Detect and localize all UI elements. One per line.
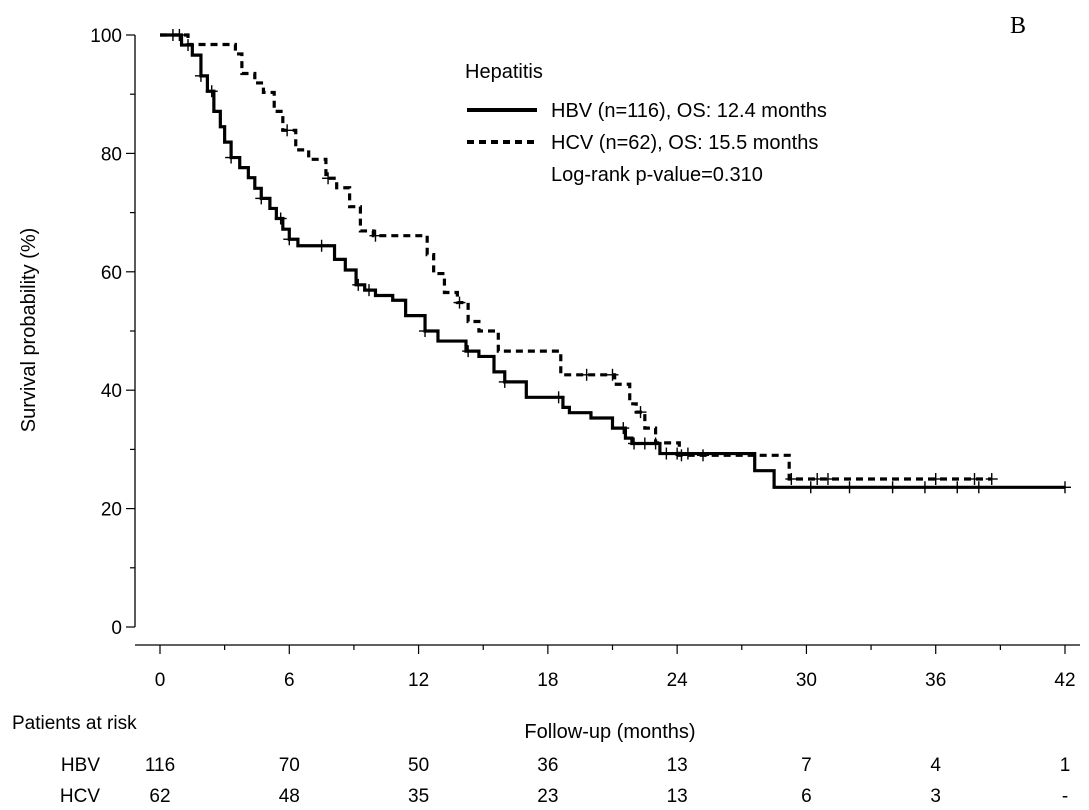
y-tick-label: 20	[101, 500, 122, 521]
risk-value-hcv: 6	[801, 786, 812, 807]
censor-mark-hbv	[1059, 481, 1071, 494]
risk-row-label-hbv: HBV	[61, 755, 100, 776]
censor-mark-hbv	[194, 69, 207, 82]
censor-mark-hbv	[173, 29, 186, 41]
x-tick-label: 42	[1054, 670, 1075, 691]
risk-value-hbv: 116	[145, 755, 175, 776]
risk-values: 116 70 50 36 13 7 4 1 62 48 35 23 13 6 3 -	[145, 755, 1070, 807]
y-tick-label: 40	[101, 381, 122, 402]
risk-value-hbv: 70	[279, 755, 300, 776]
censor-mark-hbv	[352, 278, 365, 291]
y-tick-label: 80	[101, 144, 122, 165]
censor-mark-hbv	[315, 239, 328, 252]
risk-value-hbv: 36	[537, 755, 558, 776]
risk-value-hbv: 4	[930, 755, 941, 776]
x-tick-label: 18	[537, 670, 558, 691]
y-tick-label: 100	[90, 26, 122, 47]
censor-mark-hcv	[453, 296, 466, 309]
y-tick-label: 60	[101, 263, 122, 284]
censor-mark-hcv	[821, 473, 834, 485]
risk-value-hcv: 35	[408, 786, 429, 807]
censor-mark-hcv	[811, 473, 824, 485]
censor-mark-hbv	[617, 422, 630, 435]
risk-value-hbv: 50	[408, 755, 429, 776]
legend-entry-hbv: HBV (n=116), OS: 12.4 months	[551, 100, 827, 122]
x-tick-label: 36	[925, 670, 946, 691]
x-tick-label: 6	[284, 670, 295, 691]
censor-mark-hbv	[419, 325, 432, 337]
survival-curves	[160, 33, 1065, 489]
censor-mark-hbv	[972, 481, 985, 494]
risk-row-label-hcv: HCV	[60, 786, 100, 807]
censor-mark-hbv	[681, 447, 694, 460]
censor-mark-hbv	[638, 437, 651, 450]
risk-value-hcv: -	[1062, 786, 1068, 807]
legend-entry-hcv: HCV (n=62), OS: 15.5 months	[551, 132, 818, 154]
censor-mark-hbv	[255, 192, 268, 205]
censor-mark-hbv	[886, 481, 899, 494]
censor-marks	[166, 29, 1071, 494]
y-axis-title: Survival probability (%)	[18, 228, 40, 433]
censor-mark-hbv	[363, 284, 376, 297]
x-tick-label: 12	[408, 670, 429, 691]
censor-mark-hcv	[697, 449, 709, 462]
censor-mark-hbv	[552, 391, 565, 404]
censor-mark-hcv	[929, 473, 942, 485]
censor-mark-hbv	[918, 481, 931, 494]
risk-value-hcv: 13	[667, 786, 688, 807]
censor-mark-hbv	[274, 212, 287, 225]
censor-mark-hbv	[843, 481, 856, 494]
curve-hbv	[160, 33, 1065, 489]
censor-mark-hbv	[225, 151, 238, 164]
censor-mark-hbv	[628, 437, 641, 450]
censor-mark-hbv	[462, 345, 475, 358]
risk-table-header: Patients at risk	[12, 713, 137, 734]
censor-mark-hbv	[660, 447, 673, 460]
x-tick-label: 30	[796, 670, 817, 691]
risk-value-hcv: 62	[149, 786, 170, 807]
axes: 0 20 40 60 80 100 0 6 12 18 24 30 36 42	[90, 26, 1080, 691]
censor-mark-hcv	[675, 449, 688, 462]
y-tick-label: 0	[111, 618, 122, 639]
censor-mark-hbv	[205, 85, 218, 98]
risk-value-hcv: 23	[537, 786, 558, 807]
risk-value-hcv: 48	[279, 786, 300, 807]
censor-mark-hcv	[580, 368, 593, 381]
risk-value-hbv: 13	[667, 755, 688, 776]
censor-mark-hcv	[369, 229, 382, 242]
censor-mark-hbv	[804, 481, 817, 494]
risk-value-hbv: 1	[1060, 755, 1071, 776]
censor-mark-hcv	[968, 473, 981, 485]
censor-mark-hcv	[634, 406, 647, 419]
censor-mark-hbv	[498, 375, 511, 388]
censor-mark-hbv	[182, 39, 195, 52]
censor-mark-hcv	[281, 124, 294, 137]
legend: Hepatitis HBV (n=116), OS: 12.4 months H…	[465, 61, 827, 186]
censor-mark-hbv	[283, 233, 296, 246]
x-tick-label: 0	[155, 670, 166, 691]
panel-label: B	[1010, 13, 1026, 39]
risk-value-hbv: 7	[801, 755, 812, 776]
censor-mark-hbv	[951, 481, 964, 494]
risk-value-hcv: 3	[930, 786, 941, 807]
censor-mark-hcv	[606, 368, 619, 381]
curve-hcv	[160, 33, 992, 481]
legend-title: Hepatitis	[465, 61, 543, 83]
x-tick-label: 24	[667, 670, 689, 691]
censor-mark-hbv	[649, 437, 662, 450]
censor-mark-hcv	[785, 473, 798, 485]
censor-mark-hcv	[985, 473, 998, 485]
censor-mark-hcv	[322, 172, 335, 185]
legend-note-pvalue: Log-rank p-value=0.310	[551, 164, 763, 186]
x-axis-title: Follow-up (months)	[524, 721, 695, 743]
risk-table: Patients at risk HBV HCV 116 70 50 36 13 7 4 16…	[12, 713, 1070, 807]
